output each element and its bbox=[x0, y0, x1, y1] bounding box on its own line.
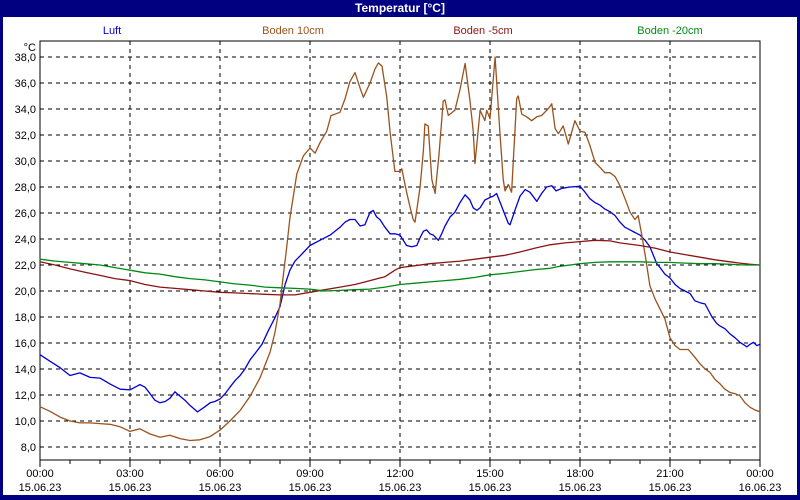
title-bar: Temperatur [°C] bbox=[0, 0, 800, 17]
y-tick-label: 38,0 bbox=[15, 52, 36, 64]
x-tick-time-label: 18:00 bbox=[566, 468, 594, 480]
x-tick-date-label: 15.06.23 bbox=[199, 482, 242, 494]
x-tick-time-label: 21:00 bbox=[656, 468, 684, 480]
series-line-boden--5cm bbox=[39, 239, 761, 296]
y-tick-label: 20,0 bbox=[15, 286, 36, 298]
x-tick-date-label: 16.06.23 bbox=[739, 482, 782, 494]
legend-boden-minus20cm: Boden -20cm bbox=[637, 25, 703, 37]
x-tick-time-label: 09:00 bbox=[296, 468, 324, 480]
x-tick-date-label: 15.06.23 bbox=[469, 482, 512, 494]
y-tick-label: 12,0 bbox=[15, 390, 36, 402]
y-tick-label: 36,0 bbox=[15, 78, 36, 90]
x-tick-time-label: 03:00 bbox=[116, 468, 144, 480]
series-line-boden-10cm bbox=[39, 56, 761, 442]
y-tick-label: 24,0 bbox=[15, 234, 36, 246]
y-tick-label: 28,0 bbox=[15, 182, 36, 194]
x-tick-date-label: 15.06.23 bbox=[109, 482, 152, 494]
y-tick-label: 34,0 bbox=[15, 104, 36, 116]
series-line-luft bbox=[39, 185, 761, 413]
x-tick-date-label: 15.06.23 bbox=[379, 482, 422, 494]
x-tick-time-label: 00:00 bbox=[26, 468, 54, 480]
chart-panel: Luft Boden 10cm Boden -5cm Boden -20cm 3… bbox=[3, 17, 797, 495]
x-tick-time-label: 00:00 bbox=[746, 468, 774, 480]
x-tick-date-label: 15.06.23 bbox=[19, 482, 62, 494]
x-tick-time-label: 15:00 bbox=[476, 468, 504, 480]
y-tick-label: 8,0 bbox=[21, 442, 36, 454]
x-tick-date-label: 15.06.23 bbox=[649, 482, 692, 494]
y-tick-label: 14,0 bbox=[15, 364, 36, 376]
window-title: Temperatur [°C] bbox=[355, 1, 445, 15]
legend-boden-10cm: Boden 10cm bbox=[262, 25, 324, 37]
temperature-chart: 38,0 36,0 34,0 32,0 30,0 28,0 26,0 24,0 22,0 20,0… bbox=[15, 40, 782, 494]
y-tick-label: 26,0 bbox=[15, 208, 36, 220]
x-tick-date-label: 15.06.23 bbox=[289, 482, 332, 494]
x-tick-time-label: 12:00 bbox=[386, 468, 414, 480]
y-tick-label: 10,0 bbox=[15, 416, 36, 428]
y-axis-unit-label: °C bbox=[24, 42, 36, 54]
y-tick-label: 22,0 bbox=[15, 260, 36, 272]
y-tick-label: 18,0 bbox=[15, 312, 36, 324]
legend-luft: Luft bbox=[102, 25, 122, 37]
y-tick-label: 30,0 bbox=[15, 156, 36, 168]
x-tick-time-label: 06:00 bbox=[206, 468, 234, 480]
series-line-boden--20cm bbox=[39, 258, 761, 292]
y-tick-label: 32,0 bbox=[15, 130, 36, 142]
x-tick-date-label: 15.06.23 bbox=[559, 482, 602, 494]
legend-boden-minus5cm: Boden -5cm bbox=[453, 25, 513, 37]
y-tick-label: 16,0 bbox=[15, 338, 36, 350]
